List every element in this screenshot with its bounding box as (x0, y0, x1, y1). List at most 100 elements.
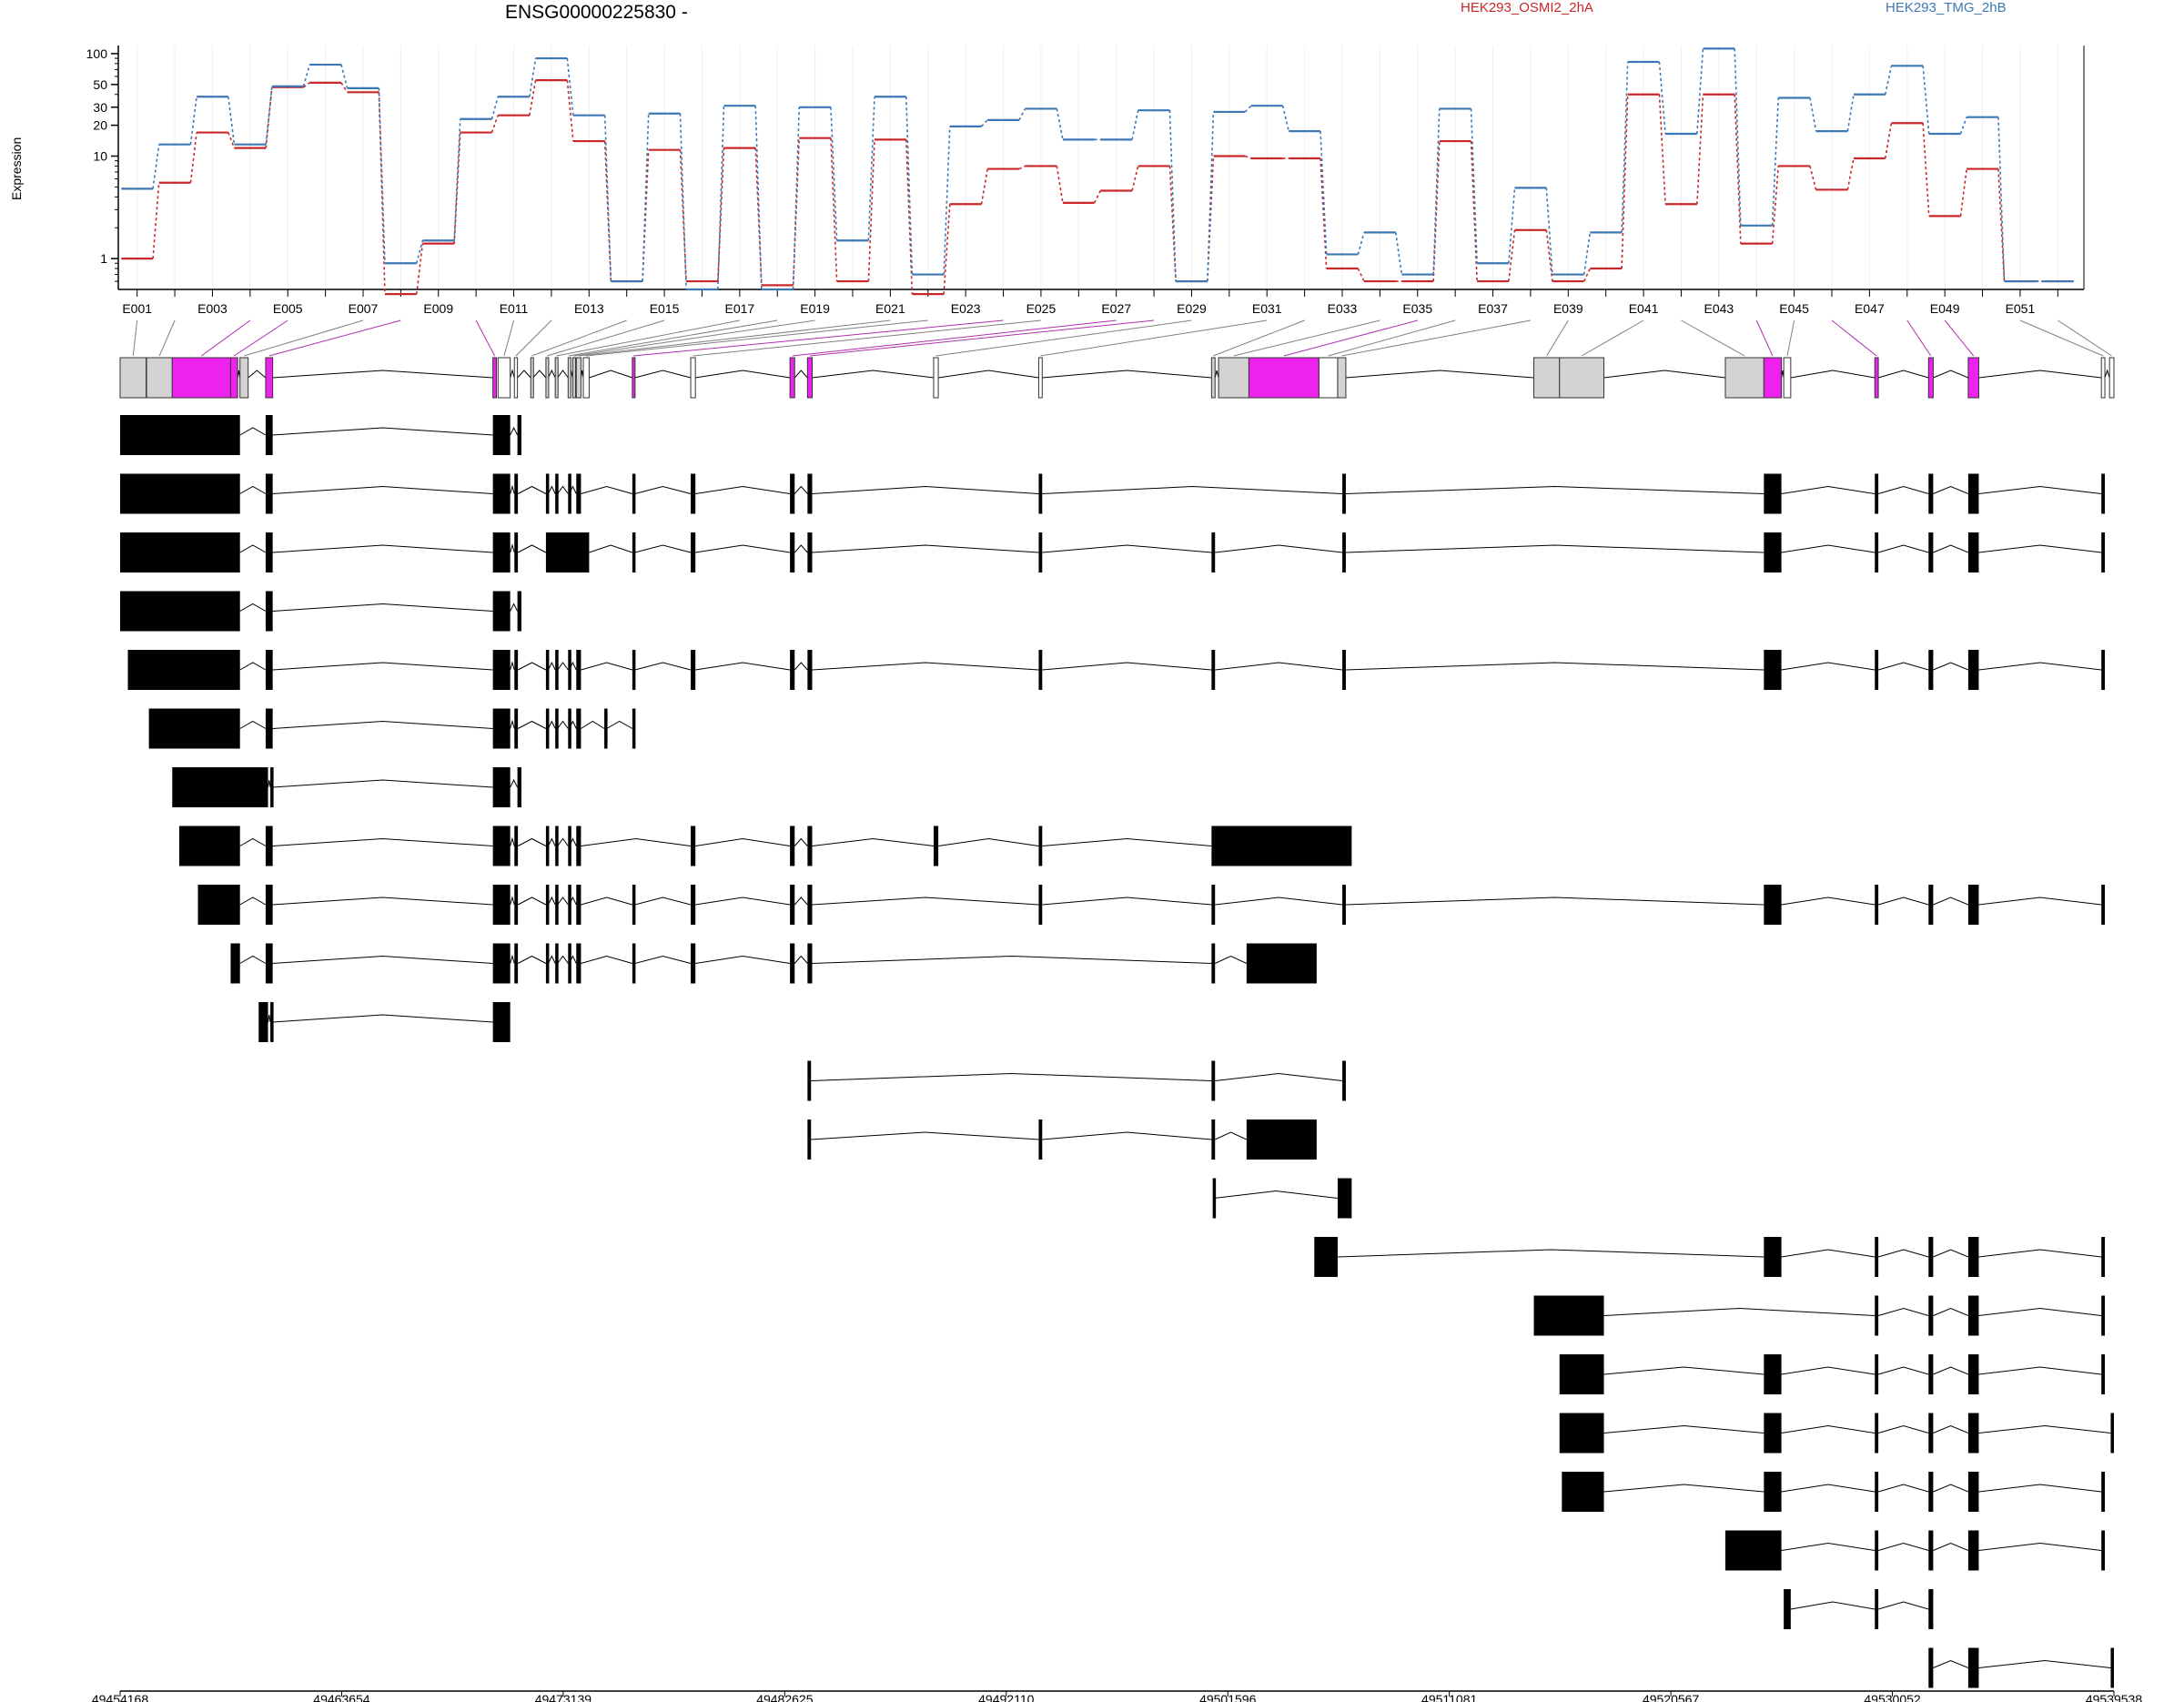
transcript-intron (1877, 1542, 1929, 1551)
genomic-tick-label: 49520567 (1643, 1692, 1700, 1702)
transcript-intron (272, 955, 493, 964)
series-1-link (189, 132, 197, 183)
model-exon (806, 357, 813, 399)
chart-title: ENSG00000225830 - (505, 2, 688, 23)
model-intron (634, 370, 692, 379)
exon-tick-label: E051 (2006, 301, 2036, 316)
transcript-intron (1042, 544, 1212, 553)
exon-tick-label: E045 (1779, 301, 1809, 316)
model-intron (2104, 369, 2110, 379)
series-2-link (1922, 66, 1930, 135)
transcript-intron (794, 837, 808, 846)
exon-connector (1040, 319, 1268, 357)
model-intron (248, 370, 267, 379)
transcript-exon (691, 885, 696, 925)
exon-connector (515, 319, 552, 357)
model-exon (1874, 357, 1879, 399)
transcript-exon (2101, 1354, 2106, 1394)
model-intron (1214, 370, 1219, 379)
transcript-exon (576, 885, 581, 925)
transcript-intron (811, 1131, 1039, 1140)
exon-connector (1944, 319, 1975, 357)
transcript-exon (514, 943, 519, 984)
model-exon (1763, 357, 1783, 399)
transcript-intron (1877, 544, 1929, 553)
transcript-exon (2101, 885, 2106, 925)
series-1-link (1621, 94, 1629, 269)
exon-connector (132, 319, 138, 357)
exon-connector (158, 319, 176, 357)
model-exon (1559, 357, 1605, 399)
transcript-exon (2101, 1237, 2106, 1277)
transcript-exon (790, 885, 795, 925)
exon-connector (1831, 319, 1877, 357)
model-intron (272, 370, 493, 379)
model-exon (554, 357, 559, 399)
transcript-intron (557, 837, 569, 846)
transcript-intron (811, 1072, 1212, 1081)
model-intron (1877, 370, 1929, 379)
y-tick-label: 30 (93, 100, 107, 115)
series-2-link (1582, 232, 1592, 275)
series-1-link (754, 147, 763, 286)
transcript-exon (1875, 1472, 1879, 1512)
genomic-tick-label: 49482625 (756, 1692, 814, 1702)
transcript-exon (1724, 1530, 1782, 1571)
transcript-exon (807, 1060, 812, 1101)
transcript-intron (794, 955, 808, 964)
exon-connector (1233, 319, 1380, 357)
genomic-tick-label: 49463654 (313, 1692, 370, 1702)
series-1-link (1018, 165, 1026, 170)
transcript-intron (1603, 1366, 1764, 1375)
transcript-exon (1928, 1589, 1934, 1629)
transcript-intron (1877, 1484, 1929, 1493)
transcript-exon (555, 650, 559, 690)
transcript-exon (632, 532, 636, 572)
transcript-exon (1211, 1060, 1216, 1101)
transcript-exon (545, 885, 550, 925)
transcript-exon (1342, 532, 1346, 572)
transcript-intron (1978, 662, 2102, 671)
transcript-exon (545, 650, 550, 690)
transcript-exon (2101, 650, 2106, 690)
transcript-intron (1978, 897, 2102, 906)
transcript-intron (510, 896, 515, 906)
transcript-intron (1933, 1484, 1969, 1493)
legend-series-a: HEK293_OSMI2_2hA (1461, 0, 1593, 15)
genomic-tick-label: 49539538 (2086, 1692, 2143, 1702)
transcript-intron (634, 955, 692, 964)
series-2-link (1244, 105, 1252, 113)
series-2-link (1545, 187, 1553, 275)
transcript-intron (510, 954, 515, 964)
genomic-tick-label: 49492110 (978, 1692, 1034, 1702)
model-exon (1210, 357, 1216, 399)
series-2-link (228, 96, 236, 145)
transcript-exon (492, 885, 511, 925)
series-1-link (830, 137, 838, 282)
series-1-link (1771, 166, 1780, 244)
transcript-exon (807, 943, 813, 984)
transcript-exon (514, 532, 519, 572)
series-2-link (1621, 61, 1629, 233)
series-2-link (1432, 108, 1441, 275)
transcript-intron (1877, 1249, 1929, 1258)
transcript-exon (576, 650, 581, 690)
transcript-intron (1933, 1366, 1969, 1375)
model-exon (690, 357, 696, 399)
transcript-intron (1978, 1307, 2102, 1316)
model-intron (517, 370, 531, 379)
transcript-intron (510, 426, 519, 436)
model-exon (1783, 357, 1792, 399)
transcript-intron (268, 779, 271, 788)
model-exon (119, 357, 147, 399)
transcript-intron (1978, 1249, 2102, 1258)
series-1-link (1658, 94, 1666, 205)
transcript-exon (1038, 885, 1043, 925)
exon-tick-label: E041 (1629, 301, 1659, 316)
transcript-intron (938, 837, 1039, 846)
transcript-intron (557, 720, 569, 729)
transcript-intron (812, 897, 1039, 906)
transcript-exon (2110, 1647, 2114, 1688)
model-exon (933, 357, 939, 399)
transcript-exon (1875, 885, 1879, 925)
